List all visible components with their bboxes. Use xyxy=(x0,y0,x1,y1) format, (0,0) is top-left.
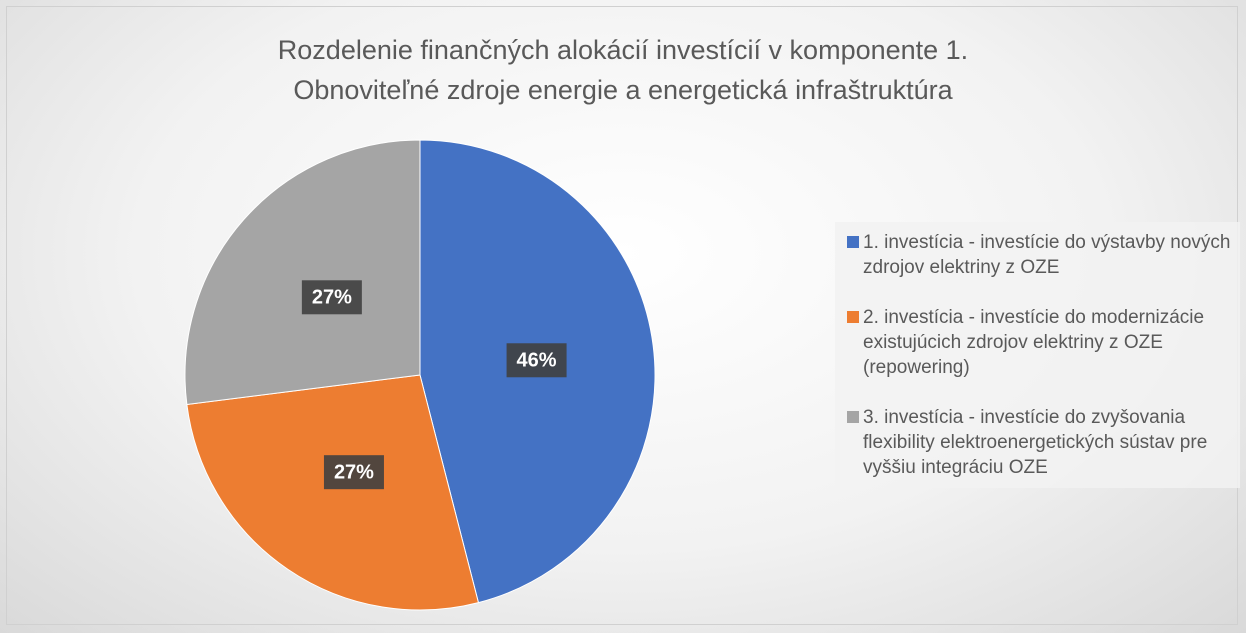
pie-slice xyxy=(184,139,421,406)
data-label: 46% xyxy=(517,350,557,372)
data-label-box xyxy=(323,455,384,490)
data-label: 27% xyxy=(312,287,352,309)
legend-swatch xyxy=(847,311,859,323)
legend-label: 3. investícia - investície do zvyšovania… xyxy=(863,407,1208,478)
data-label-box xyxy=(301,280,362,315)
legend-swatch xyxy=(847,411,859,423)
legend: 1. investícia - investície do výstavby n… xyxy=(835,222,1240,488)
chart-title: Rozdelenie finančných alokácií investíci… xyxy=(277,35,969,105)
legend-entry: 1. investícia - investície do výstavby n… xyxy=(847,230,1232,280)
legend-swatch xyxy=(847,236,859,248)
data-label: 27% xyxy=(334,461,374,483)
legend-label: 1. investícia - investície do výstavby n… xyxy=(863,232,1231,278)
legend-entry: 3. investícia - investície do zvyšovania… xyxy=(847,405,1232,480)
legend-label: 2. investícia - investície do modernizác… xyxy=(863,307,1205,378)
pie-slice xyxy=(186,374,480,611)
data-label-box xyxy=(506,343,567,378)
legend-entry: 2. investícia - investície do modernizác… xyxy=(847,305,1232,380)
